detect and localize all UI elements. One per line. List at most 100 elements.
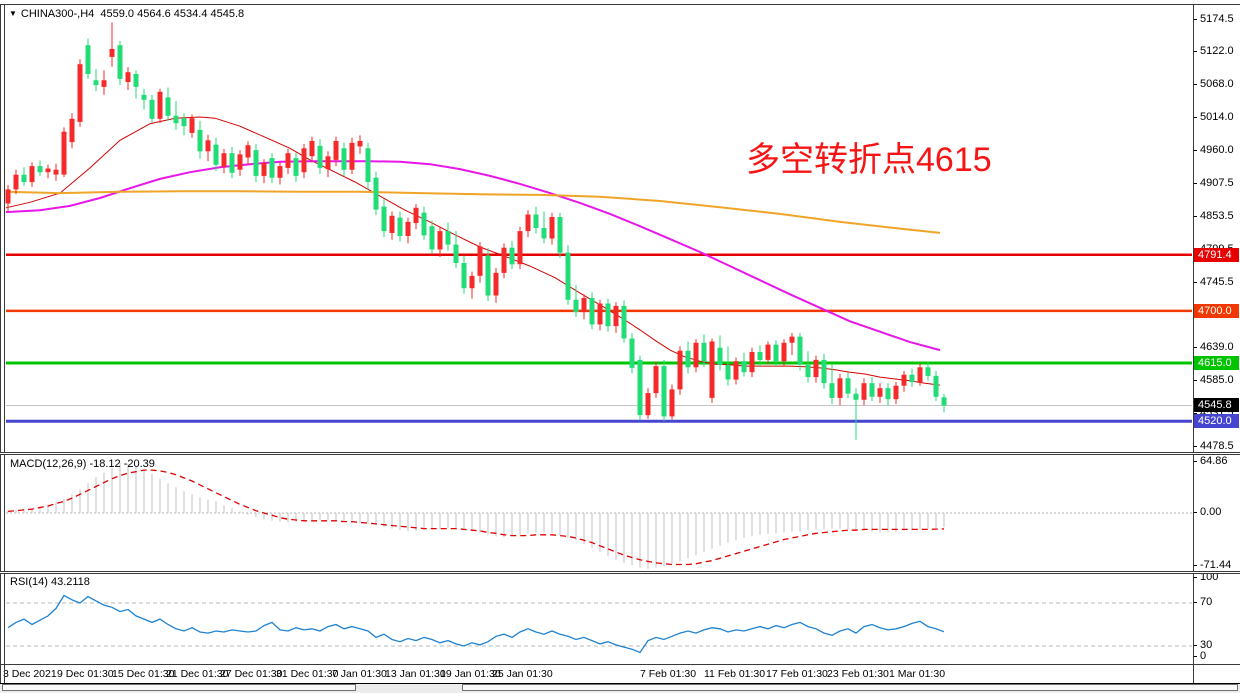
macd-indicator-label: MACD(12,26,9) -18.12 -20.39 — [10, 458, 155, 470]
rsi-axis-tick: 30 — [1193, 639, 1212, 652]
candle-body — [117, 45, 123, 79]
candle-body — [37, 166, 43, 173]
candle-body — [205, 140, 211, 152]
candle-body — [877, 388, 883, 397]
time-label: 7 Jan 01:30 — [332, 668, 387, 680]
macd-rsi-divider[interactable] — [0, 571, 1240, 574]
candle-body — [501, 247, 507, 273]
price-tick: 4639.0 — [1193, 341, 1234, 354]
candle-body — [533, 214, 539, 228]
candle-body — [453, 244, 459, 263]
time-label: 31 Dec 01:30 — [276, 668, 339, 680]
left-frame-line-outer — [0, 4, 1, 684]
status-bar — [0, 684, 1240, 693]
candle-body — [189, 118, 195, 133]
candle-body — [397, 217, 403, 236]
price-axis-border — [1193, 4, 1194, 684]
candle-body — [741, 361, 747, 373]
candle-body — [773, 344, 779, 362]
candle-body — [861, 383, 867, 400]
candle-body — [165, 97, 171, 116]
time-label: 19 Jan 01:30 — [440, 668, 501, 680]
macd-signal-line — [7, 469, 945, 566]
candle-body — [341, 148, 347, 170]
time-label: 1 Mar 01:30 — [889, 668, 946, 680]
time-axis[interactable]: 3 Dec 2021 9 Dec 01:30 15 Dec 01:30 21 Dec … — [0, 668, 1193, 683]
candle-body — [605, 303, 611, 327]
candle-body — [525, 214, 531, 232]
candle-body — [301, 148, 307, 173]
price-axis[interactable]: 5174.5 5122.0 5068.0 5014.0 4960.0 4907.5 4853… — [1193, 0, 1240, 693]
candle-body — [349, 142, 355, 170]
candle-body — [469, 275, 475, 289]
candle-body — [269, 158, 275, 178]
left-frame-line-inner — [4, 4, 5, 684]
candle-body — [829, 383, 835, 398]
candle-body — [141, 94, 147, 100]
main-macd-divider[interactable] — [0, 452, 1240, 455]
candle-body — [261, 163, 267, 176]
candle-body — [45, 168, 51, 173]
candle-body — [789, 336, 795, 343]
candle-body — [357, 140, 363, 147]
candle-body — [653, 366, 659, 394]
candle-body — [181, 118, 187, 127]
time-label: 3 Dec 2021 — [3, 668, 57, 680]
candle-body — [309, 140, 315, 157]
candle-body — [541, 228, 547, 239]
candle-body — [133, 74, 139, 87]
text-annotation[interactable]: 多空转折点4615 — [746, 141, 992, 179]
candle-body — [317, 145, 323, 168]
candle-body — [909, 374, 915, 383]
price-tick: 5014.0 — [1193, 111, 1234, 124]
symbol-name: CHINA300-,H4 — [20, 8, 95, 20]
candle-body — [285, 153, 291, 168]
rsi-axis-tick: 0 — [1193, 650, 1206, 663]
candle-body — [613, 305, 619, 327]
candle-body — [645, 393, 651, 416]
candle-body — [573, 299, 579, 313]
candle-body — [21, 174, 27, 183]
macd-axis-tick: 64.86 — [1193, 455, 1228, 468]
time-label: 15 Dec 01:30 — [112, 668, 175, 680]
candle-body — [293, 158, 299, 176]
candle-body — [429, 226, 435, 250]
candle-body — [749, 352, 755, 373]
time-label: 23 Feb 01:30 — [827, 668, 889, 680]
candle-body — [413, 207, 419, 224]
candle-body — [581, 298, 587, 313]
candle-body — [61, 131, 67, 175]
candle-body — [509, 247, 515, 265]
candle-body — [589, 298, 595, 325]
candle-body — [597, 303, 603, 325]
top-border — [0, 4, 1240, 5]
time-label: 7 Feb 01:30 — [640, 668, 697, 680]
candle-body — [845, 378, 851, 394]
time-label: 17 Feb 01:30 — [766, 668, 828, 680]
rsi-axis-tick: 70 — [1193, 596, 1212, 609]
candle-body — [781, 342, 787, 362]
candle-body — [277, 166, 283, 178]
candle-body — [869, 383, 875, 397]
candle-body — [197, 129, 203, 152]
candle-body — [917, 367, 923, 382]
price-badge-4520: 4520.0 — [1194, 414, 1239, 429]
candle-body — [69, 118, 75, 143]
candle-body — [805, 364, 811, 378]
macd-axis-tick: 0.00 — [1193, 506, 1221, 519]
price-badge-4791.4: 4791.4 — [1194, 247, 1239, 262]
candle-body — [933, 375, 939, 397]
candle-body — [157, 91, 163, 119]
candle-body — [885, 388, 891, 400]
price-badge-4545.8: 4545.8 — [1194, 398, 1239, 413]
candle-body — [421, 212, 427, 236]
candle-body — [381, 206, 387, 232]
candle-body — [757, 352, 763, 360]
collapse-triangle-icon[interactable]: ▼ — [9, 9, 17, 18]
rsi-indicator-label: RSI(14) 43.2118 — [10, 576, 90, 588]
candle-body — [365, 148, 371, 182]
candle-body — [85, 45, 91, 74]
status-bar-segment-right — [462, 684, 1238, 691]
